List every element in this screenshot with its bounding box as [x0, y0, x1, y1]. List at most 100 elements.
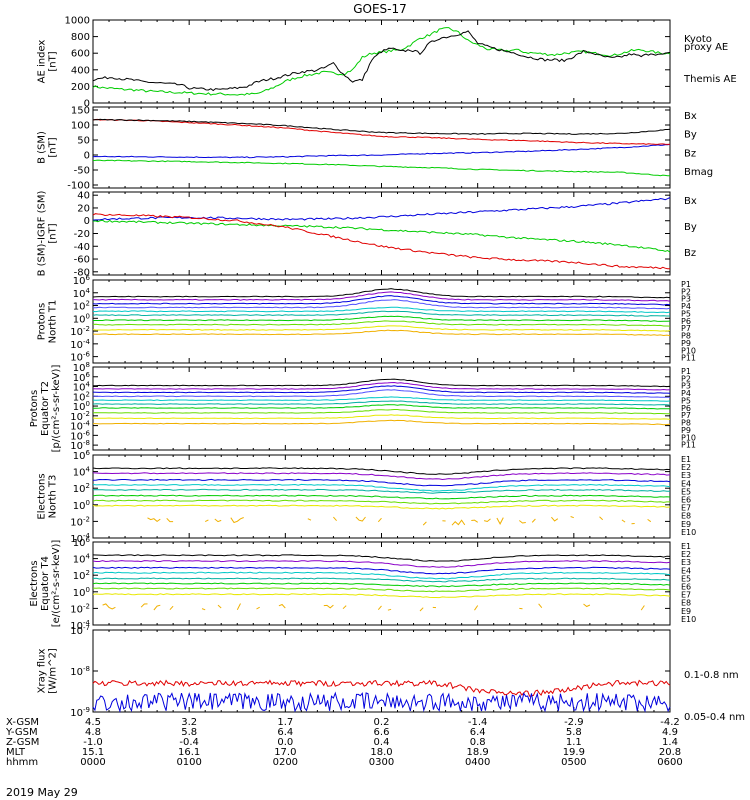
ephemeris-value: 0100 — [176, 757, 201, 768]
channel-line-p8 — [92, 320, 671, 327]
ephemeris-value: -1.0 — [83, 737, 103, 748]
y-tick-label: -20 — [74, 229, 90, 240]
channel-legend-p7: P7 — [681, 324, 691, 333]
y-tick-label: 10-4 — [70, 338, 90, 351]
channel-line-e3 — [92, 478, 671, 487]
ephemeris-value: 20.8 — [659, 747, 681, 758]
ephemeris-row-label: MLT — [6, 747, 26, 758]
legend-by: By — [684, 130, 697, 141]
series-line-by — [92, 159, 670, 177]
ephemeris-value: 0300 — [369, 757, 394, 768]
channel-legend-p1: P1 — [681, 280, 691, 289]
channel-legend-e7: E7 — [681, 504, 691, 513]
channel-legend-p2: P2 — [681, 287, 691, 296]
channel-legend-e10: E10 — [681, 528, 696, 537]
channel-legend-e1: E1 — [681, 455, 691, 464]
ephemeris-value: 0500 — [561, 757, 586, 768]
channel-line-p6 — [92, 400, 671, 406]
series-line-bx — [92, 143, 671, 159]
ephemeris-value: 0.8 — [470, 737, 486, 748]
channel-legend-p6: P6 — [681, 317, 691, 326]
figure-title: GOES-17 — [353, 2, 407, 16]
legend-kyoto: Kyoto — [684, 34, 712, 45]
channel-legend-p1: P1 — [681, 367, 691, 376]
channel-line-e6 — [92, 582, 671, 588]
channel-legend-p7: P7 — [681, 411, 691, 420]
series-line-bmag — [92, 118, 671, 135]
ephemeris-value: 18.9 — [467, 747, 489, 758]
ephemeris-value: -0.4 — [179, 737, 199, 748]
panel-elec_t4: Electrons Equator T4 [e/(cm²-s-sr-keV)] 10-… — [29, 536, 696, 632]
y-axis-label-6: [e/(cm²-s-sr-keV)] — [51, 540, 62, 628]
legend-by: By — [684, 222, 697, 233]
channel-line-p9 — [92, 325, 671, 332]
ephemeris-value: 16.1 — [178, 747, 200, 758]
series-line-xray-0 — [92, 679, 671, 697]
channel-legend-p11: P11 — [681, 441, 696, 450]
ephemeris-value: 5.8 — [181, 727, 197, 738]
series-line-themis-ae — [92, 30, 671, 92]
channel-legend-e2: E2 — [681, 550, 691, 559]
channel-line-e5 — [92, 488, 671, 494]
channel-legend-e10: E10 — [681, 615, 696, 624]
y-tick-label: 102 — [73, 482, 90, 495]
legend-bz: Bz — [684, 148, 696, 159]
channel-legend-p11: P11 — [681, 354, 696, 363]
ephemeris-value: 0600 — [657, 757, 682, 768]
y-tick-label: 800 — [71, 32, 90, 43]
ephemeris-value: 0200 — [273, 757, 298, 768]
legend-0-05-0-4-nm: 0.05-0.4 nm — [684, 712, 745, 723]
y-axis-label-7: [W/m^2] — [48, 648, 59, 694]
channel-line-e8 — [92, 593, 671, 599]
channel-legend-p10: P10 — [681, 346, 696, 355]
ephemeris-value: 4.8 — [85, 727, 101, 738]
series-line-bz — [92, 213, 671, 270]
ephemeris-value: 0000 — [80, 757, 105, 768]
channel-line-p8 — [92, 409, 671, 415]
channel-legend-p8: P8 — [681, 419, 691, 428]
date-label: 2019 May 29 — [6, 786, 78, 799]
y-tick-label: 104 — [73, 466, 91, 479]
y-tick-label: -40 — [74, 242, 90, 253]
channel-legend-e9: E9 — [681, 520, 691, 529]
channel-line-e7 — [92, 587, 671, 593]
y-tick-label: 10-2 — [70, 515, 90, 528]
channel-line-e3 — [92, 566, 671, 575]
ephemeris-value: 18.0 — [370, 747, 392, 758]
channel-line-p4 — [93, 299, 671, 310]
y-tick-label: 10-2 — [70, 602, 90, 615]
channel-line-e7 — [92, 499, 670, 505]
ephemeris-row-label: Z-GSM — [6, 737, 39, 748]
y-tick-label: 100 — [73, 312, 90, 325]
y-axis-label-7: Xray flux — [37, 649, 48, 694]
ephemeris-value: 6.4 — [470, 727, 486, 738]
y-axis-label-0: [nT] — [48, 51, 59, 71]
channel-line-p6 — [92, 310, 670, 317]
channel-line-e9 — [103, 604, 670, 612]
y-tick-label: 0 — [84, 151, 90, 162]
y-axis-label-2: [nT] — [48, 223, 59, 243]
y-tick-label: 10-2 — [70, 325, 90, 338]
channel-legend-p9: P9 — [681, 339, 691, 348]
y-tick-label: 40 — [77, 191, 90, 202]
y-tick-label: -60 — [74, 255, 90, 266]
channel-legend-p4: P4 — [681, 389, 691, 398]
ephemeris-row-label: hhmm — [6, 757, 38, 768]
channel-legend-p8: P8 — [681, 332, 691, 341]
ephemeris-value: 17.0 — [274, 747, 296, 758]
y-axis-label-1: [nT] — [48, 137, 59, 157]
series-line-by — [92, 219, 671, 253]
channel-line-e2 — [92, 472, 671, 481]
ephemeris-value: 1.1 — [566, 737, 582, 748]
y-tick-label: 10-8 — [70, 665, 90, 678]
y-tick-label: 150 — [71, 106, 90, 117]
channel-legend-p6: P6 — [681, 404, 691, 413]
channel-line-e4 — [92, 483, 671, 492]
legend-bz: Bz — [684, 248, 696, 259]
y-tick-label: 102 — [73, 569, 90, 582]
channel-legend-e4: E4 — [681, 566, 691, 575]
channel-legend-e8: E8 — [681, 512, 691, 521]
ephemeris-value: 19.9 — [563, 747, 585, 758]
ephemeris-value: 0400 — [465, 757, 490, 768]
